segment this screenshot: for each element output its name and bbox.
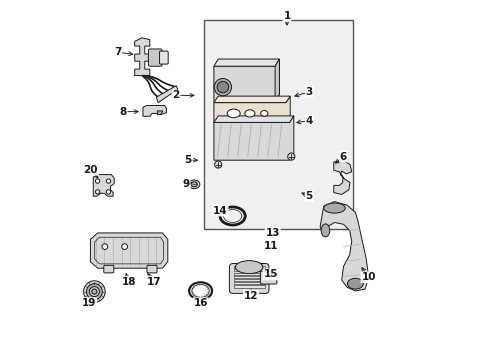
Text: 19: 19: [81, 298, 96, 308]
Text: 2: 2: [172, 90, 180, 100]
Bar: [233, 282, 264, 284]
Ellipse shape: [260, 111, 267, 116]
Bar: [233, 266, 264, 268]
Text: ⊓: ⊓: [269, 275, 273, 280]
Bar: [233, 276, 264, 278]
Polygon shape: [156, 86, 178, 103]
Ellipse shape: [106, 179, 110, 183]
Text: 5: 5: [305, 191, 312, 201]
Text: 17: 17: [146, 276, 161, 287]
Bar: [233, 269, 264, 271]
Text: 18: 18: [121, 276, 136, 287]
Text: 4: 4: [305, 116, 312, 126]
Ellipse shape: [190, 182, 197, 187]
Ellipse shape: [106, 190, 110, 194]
Bar: [204, 20, 352, 229]
Ellipse shape: [321, 224, 329, 237]
Polygon shape: [213, 59, 279, 102]
Text: 5: 5: [184, 155, 191, 165]
Ellipse shape: [122, 244, 127, 249]
Polygon shape: [213, 96, 289, 122]
Text: 3: 3: [305, 87, 312, 97]
Ellipse shape: [95, 179, 100, 183]
FancyBboxPatch shape: [229, 264, 268, 293]
Text: 11: 11: [263, 240, 278, 251]
Ellipse shape: [287, 153, 294, 160]
Bar: [233, 285, 264, 288]
Polygon shape: [213, 59, 279, 66]
Polygon shape: [213, 96, 289, 103]
Text: 13: 13: [265, 228, 279, 238]
Polygon shape: [157, 111, 163, 114]
FancyBboxPatch shape: [148, 49, 162, 66]
Text: 1: 1: [283, 11, 290, 21]
Ellipse shape: [189, 282, 212, 300]
FancyBboxPatch shape: [103, 265, 114, 273]
Polygon shape: [93, 175, 114, 196]
Ellipse shape: [323, 203, 345, 213]
Ellipse shape: [214, 161, 222, 168]
Text: 10: 10: [361, 272, 375, 282]
Polygon shape: [213, 116, 293, 160]
Ellipse shape: [102, 244, 107, 249]
Ellipse shape: [217, 81, 228, 93]
Text: 12: 12: [243, 291, 258, 301]
Ellipse shape: [92, 289, 97, 294]
Ellipse shape: [83, 281, 105, 302]
Bar: [233, 279, 264, 281]
FancyBboxPatch shape: [146, 265, 157, 273]
Text: 16: 16: [193, 298, 207, 308]
Polygon shape: [134, 38, 149, 76]
Polygon shape: [275, 59, 279, 102]
Text: 14: 14: [213, 206, 227, 216]
Text: 9: 9: [182, 179, 189, 189]
Text: 6: 6: [339, 152, 346, 162]
Polygon shape: [90, 233, 167, 268]
FancyBboxPatch shape: [159, 51, 168, 64]
Text: 15: 15: [263, 269, 278, 279]
Ellipse shape: [235, 261, 263, 274]
Polygon shape: [213, 116, 293, 122]
Polygon shape: [333, 160, 351, 194]
Polygon shape: [320, 202, 368, 291]
Ellipse shape: [347, 278, 363, 289]
Ellipse shape: [95, 190, 100, 194]
Ellipse shape: [244, 110, 254, 117]
Text: 8: 8: [119, 107, 126, 117]
Bar: [233, 273, 264, 275]
Ellipse shape: [227, 109, 240, 118]
Ellipse shape: [86, 284, 102, 300]
Ellipse shape: [192, 284, 209, 297]
Text: 20: 20: [83, 165, 98, 175]
Ellipse shape: [188, 180, 200, 189]
Polygon shape: [142, 105, 166, 116]
Ellipse shape: [89, 287, 99, 297]
Ellipse shape: [214, 78, 231, 96]
Text: 7: 7: [114, 47, 121, 57]
FancyBboxPatch shape: [260, 271, 276, 284]
